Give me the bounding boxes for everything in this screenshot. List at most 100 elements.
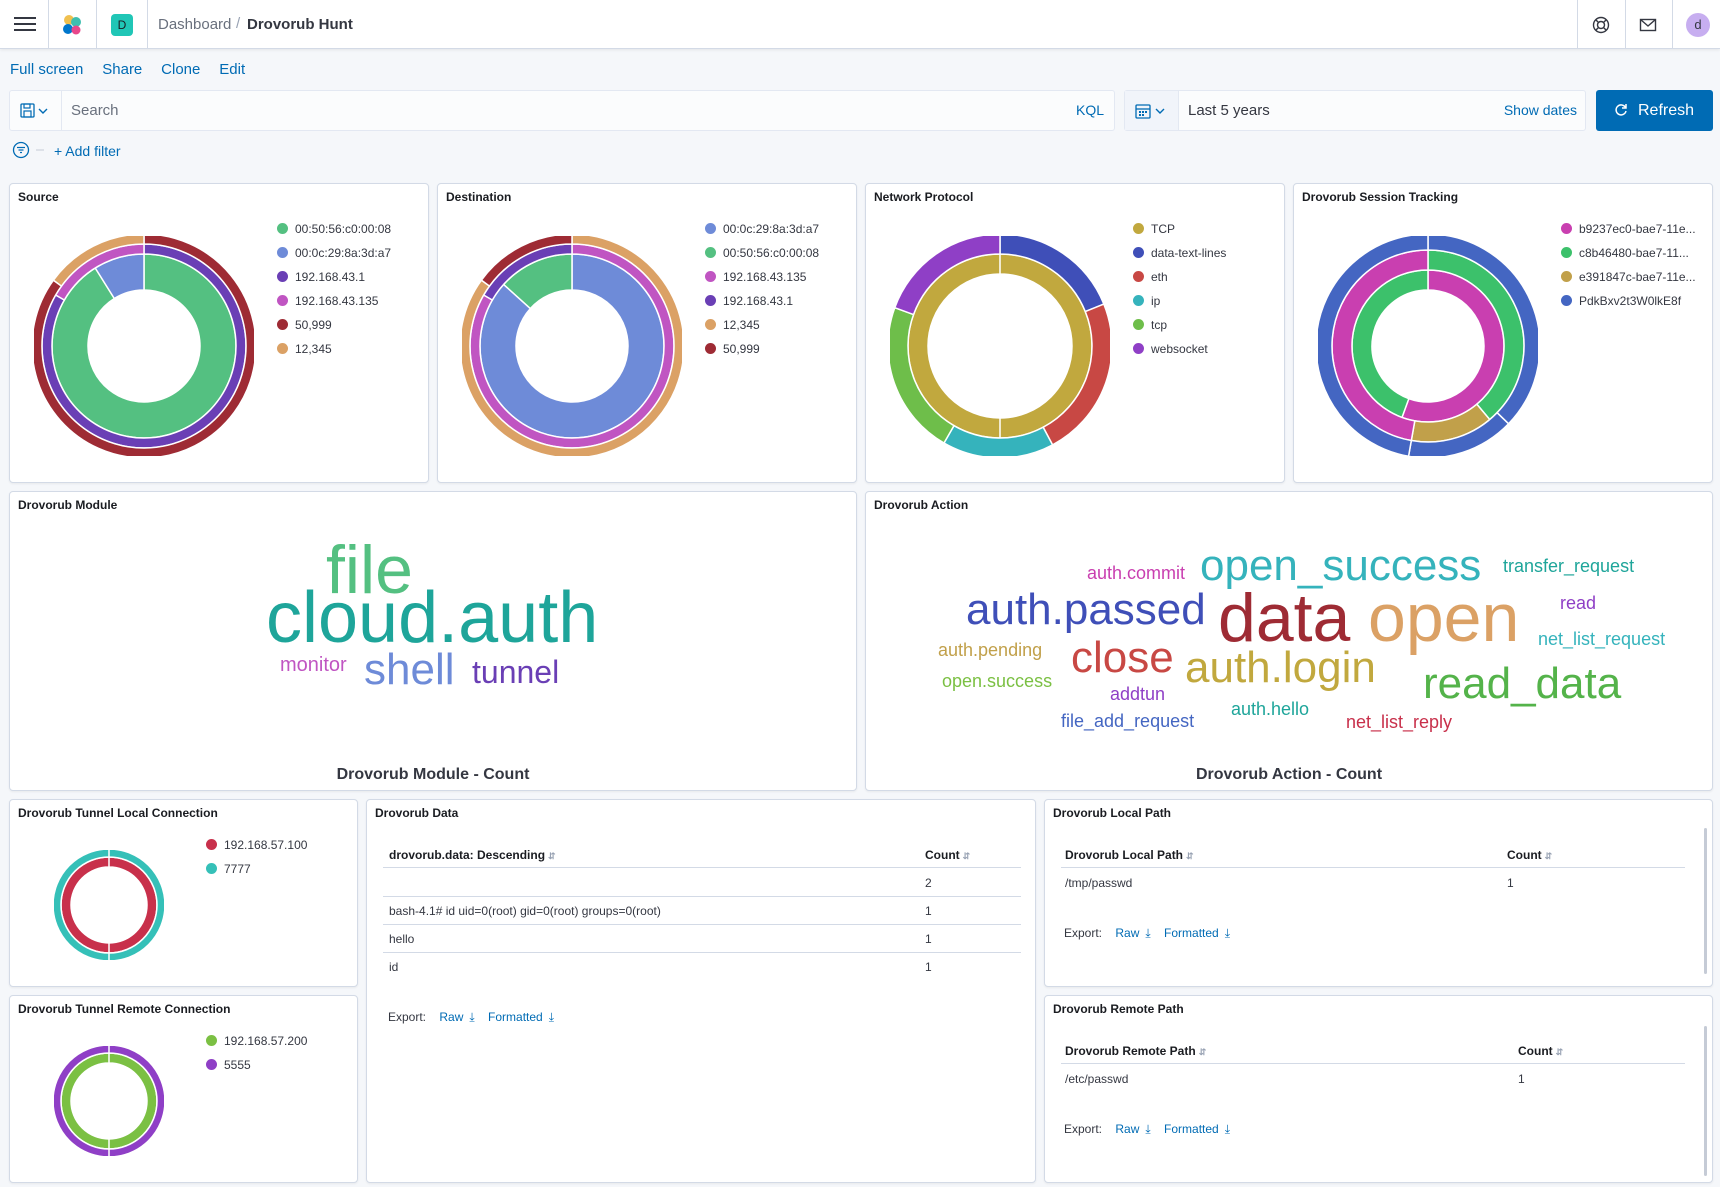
legend-item[interactable]: 7777 xyxy=(206,857,307,881)
elastic-logo-icon[interactable] xyxy=(60,13,84,37)
cloud-word[interactable]: shell xyxy=(364,645,455,694)
saved-query-button[interactable] xyxy=(10,91,62,130)
donut-slice[interactable] xyxy=(1318,236,1429,456)
legend-item[interactable]: websocket xyxy=(1133,337,1226,361)
legend-item[interactable]: 192.168.43.135 xyxy=(277,289,391,313)
donut-slice[interactable] xyxy=(54,1046,164,1156)
tunnel-local-donut-chart[interactable] xyxy=(54,850,164,960)
panel-title: Drovorub Tunnel Local Connection xyxy=(18,806,218,820)
legend-item[interactable]: 00:0c:29:8a:3d:a7 xyxy=(705,217,819,241)
legend-item[interactable]: 12,345 xyxy=(277,337,391,361)
export-formatted-link[interactable]: Formatted ⤓ xyxy=(1164,926,1231,940)
column-header-count[interactable]: Count ⇵ xyxy=(1507,848,1552,862)
cloud-word[interactable]: auth.login xyxy=(1185,643,1376,692)
column-header-count[interactable]: Count ⇵ xyxy=(925,848,970,862)
column-header-local-path[interactable]: Drovorub Local Path ⇵ xyxy=(1065,848,1194,862)
cloud-word[interactable]: auth.hello xyxy=(1231,699,1310,719)
column-header-count[interactable]: Count ⇵ xyxy=(1518,1044,1563,1058)
protocol-donut-chart[interactable] xyxy=(890,236,1110,456)
legend-item[interactable]: 192.168.43.135 xyxy=(705,265,819,289)
legend-item[interactable]: 192.168.57.200 xyxy=(206,1029,307,1053)
donut-slice[interactable] xyxy=(893,236,1001,316)
menu-icon[interactable] xyxy=(14,14,36,34)
download-icon: ⤓ xyxy=(1224,1122,1231,1136)
full-screen-link[interactable]: Full screen xyxy=(10,61,84,78)
donut-slice[interactable] xyxy=(480,236,573,288)
cloud-word[interactable]: addtun xyxy=(1110,684,1166,704)
user-avatar[interactable]: d xyxy=(1686,13,1710,37)
cloud-word[interactable]: open xyxy=(1368,580,1520,656)
space-avatar[interactable]: D xyxy=(111,14,133,36)
legend-item[interactable]: 12,345 xyxy=(705,313,819,337)
legend-item[interactable]: data-text-lines xyxy=(1133,241,1226,265)
legend-item[interactable]: TCP xyxy=(1133,217,1226,241)
time-range-label[interactable]: Last 5 years xyxy=(1188,102,1270,119)
column-header-data[interactable]: drovorub.data: Descending ⇵ xyxy=(389,848,556,862)
source-donut-chart[interactable] xyxy=(34,236,254,456)
legend-item[interactable]: tcp xyxy=(1133,313,1226,337)
kql-toggle[interactable]: KQL xyxy=(1075,102,1104,118)
clone-link[interactable]: Clone xyxy=(161,61,201,78)
cloud-word[interactable]: file_add_request xyxy=(1061,711,1195,731)
legend-item[interactable]: 50,999 xyxy=(705,337,819,361)
legend-item[interactable]: 192.168.57.100 xyxy=(206,833,307,857)
scrollbar[interactable] xyxy=(1704,1026,1707,1176)
legend-item[interactable]: eth xyxy=(1133,265,1226,289)
donut-slice[interactable] xyxy=(52,236,145,288)
export-formatted-link[interactable]: Formatted ⤓ xyxy=(1164,1122,1231,1136)
cloud-word[interactable]: net_list_request xyxy=(1538,629,1666,649)
legend-item[interactable]: 00:0c:29:8a:3d:a7 xyxy=(277,241,391,265)
export-formatted-link[interactable]: Formatted ⤓ xyxy=(488,1010,555,1024)
cloud-word[interactable]: cloud.auth xyxy=(266,578,599,658)
tunnel-remote-donut-chart[interactable] xyxy=(54,1046,164,1156)
cloud-word[interactable]: net_list_reply xyxy=(1346,712,1453,732)
add-filter-button[interactable]: + Add filter xyxy=(54,143,121,159)
cloud-word[interactable]: data xyxy=(1218,580,1351,656)
legend-item[interactable]: 5555 xyxy=(206,1053,307,1077)
cloud-word[interactable]: tunnel xyxy=(472,654,560,690)
time-picker: Last 5 years Show dates xyxy=(1124,90,1586,131)
quick-select-button[interactable] xyxy=(1125,91,1179,130)
legend-item[interactable]: b9237ec0-bae7-11e... xyxy=(1561,217,1696,241)
cloud-word[interactable]: file xyxy=(326,532,413,608)
show-dates-link[interactable]: Show dates xyxy=(1503,102,1577,118)
column-header-remote-path[interactable]: Drovorub Remote Path ⇵ xyxy=(1065,1044,1206,1058)
cloud-word[interactable]: monitor xyxy=(280,654,347,676)
edit-link[interactable]: Edit xyxy=(219,61,246,78)
cloud-word[interactable]: close xyxy=(1071,633,1174,682)
legend-item[interactable]: e391847c-bae7-11e... xyxy=(1561,265,1696,289)
refresh-button[interactable]: Refresh xyxy=(1596,90,1713,131)
cloud-word[interactable]: open_success xyxy=(1200,541,1482,590)
cloud-word[interactable]: read xyxy=(1560,593,1597,613)
session-donut-chart[interactable] xyxy=(1318,236,1538,456)
mail-icon[interactable] xyxy=(1638,15,1658,35)
legend-item[interactable]: 00:50:56:c0:00:08 xyxy=(277,217,391,241)
cloud-word[interactable]: transfer_request xyxy=(1503,556,1635,576)
legend-item[interactable]: 00:50:56:c0:00:08 xyxy=(705,241,819,265)
donut-slice[interactable] xyxy=(54,850,164,960)
scrollbar[interactable] xyxy=(1704,828,1707,974)
donut-slice[interactable] xyxy=(907,253,1093,439)
help-icon[interactable] xyxy=(1591,15,1611,35)
filter-options-icon[interactable] xyxy=(12,141,52,161)
export-raw-link[interactable]: Raw ⤓ xyxy=(1115,926,1151,940)
legend-label: 00:0c:29:8a:3d:a7 xyxy=(295,246,392,260)
cloud-word[interactable]: auth.commit xyxy=(1087,563,1186,583)
legend-label: c8b46480-bae7-11... xyxy=(1579,246,1689,260)
breadcrumb-dashboard[interactable]: Dashboard xyxy=(158,16,232,33)
legend-item[interactable]: 192.168.43.1 xyxy=(277,265,391,289)
search-input[interactable]: Search xyxy=(71,102,119,119)
legend-item[interactable]: 192.168.43.1 xyxy=(705,289,819,313)
cloud-word[interactable]: read_data xyxy=(1423,659,1622,708)
cloud-word[interactable]: open.success xyxy=(942,671,1053,691)
share-link[interactable]: Share xyxy=(102,61,143,78)
cloud-word[interactable]: auth.passed xyxy=(966,585,1206,634)
legend-item[interactable]: PdkBxv2t3W0lkE8f xyxy=(1561,289,1696,313)
destination-donut-chart[interactable] xyxy=(462,236,682,456)
legend-item[interactable]: 50,999 xyxy=(277,313,391,337)
export-raw-link[interactable]: Raw ⤓ xyxy=(1115,1122,1151,1136)
cloud-word[interactable]: auth.pending xyxy=(938,640,1043,660)
legend-item[interactable]: ip xyxy=(1133,289,1226,313)
legend-item[interactable]: c8b46480-bae7-11... xyxy=(1561,241,1696,265)
export-raw-link[interactable]: Raw ⤓ xyxy=(439,1010,475,1024)
